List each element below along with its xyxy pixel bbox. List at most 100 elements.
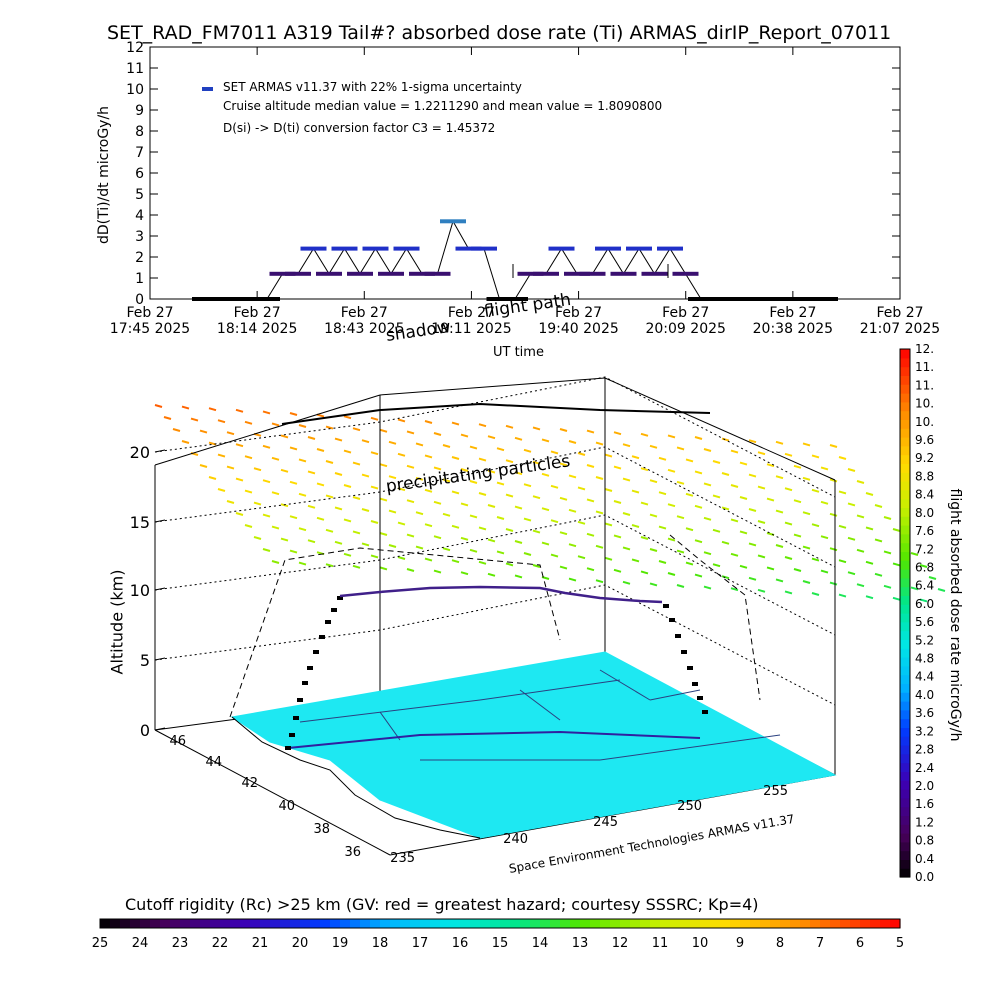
particle-dash [622, 512, 631, 516]
rigidity-bar-segment [540, 919, 551, 928]
particle-dash [568, 543, 577, 548]
rigidity-bar-segment [100, 919, 111, 928]
rigidity-tick-label: 13 [572, 936, 589, 951]
latitude-tick-label: 36 [344, 845, 361, 860]
x-tick-label-day: Feb 27 [234, 305, 281, 321]
colorbar-segment [900, 419, 910, 429]
particle-dash [622, 477, 631, 482]
particle-dash [838, 490, 847, 495]
rigidity-tick-label: 5 [896, 936, 904, 951]
colorbar-segment [900, 657, 910, 667]
particle-dash [649, 479, 658, 484]
colorbar-tick-label: 6.8 [915, 560, 934, 574]
rigidity-bar-segment [250, 919, 261, 928]
rigidity-tick-label: 8 [776, 936, 784, 951]
rigidity-bar-segment [700, 919, 711, 928]
legend-line-conversion: D(si) -> D(ti) conversion factor C3 = 1.… [223, 121, 496, 135]
particle-dash [505, 424, 514, 429]
particle-dash [829, 547, 838, 552]
particle-dash [595, 544, 604, 549]
state-border [599, 669, 651, 701]
particle-dash [289, 446, 298, 451]
particle-dash [397, 556, 406, 560]
colorbar-tick-label: 8.4 [915, 488, 934, 502]
altitude-gridline [154, 376, 836, 498]
particle-dash [856, 548, 865, 553]
particle-dash [883, 584, 892, 589]
particle-dash [244, 455, 253, 460]
dose-rate-point [517, 271, 544, 276]
rigidity-bar-segment [130, 919, 141, 928]
dose-rate-point [765, 297, 792, 301]
y-tick-label: 1 [135, 271, 144, 287]
dose-rate-point [579, 271, 606, 276]
colorbar-segment [900, 789, 910, 799]
colorbar-segment [900, 481, 910, 491]
state-border [299, 699, 481, 723]
colorbar-segment [900, 560, 910, 570]
dose-rate-point [610, 271, 637, 276]
particle-dash [253, 467, 262, 472]
particle-dash [667, 468, 676, 473]
y-tick-label: 0 [135, 292, 144, 308]
rigidity-tick-label: 9 [736, 936, 744, 951]
particle-dash [847, 502, 856, 507]
particle-dash [316, 482, 325, 487]
particle-dash [784, 487, 793, 492]
x-tick-label-day: Feb 27 [876, 305, 923, 321]
particle-dash [892, 596, 901, 601]
particle-dash [748, 576, 757, 581]
particle-dash [721, 575, 730, 580]
colorbar-segment [900, 551, 910, 561]
rigidity-bar-segment [730, 919, 741, 928]
dose-rate-point [672, 271, 699, 276]
rigidity-bar-segment [340, 919, 351, 928]
particle-dash [451, 524, 460, 529]
particle-dash [235, 512, 244, 516]
colorbar-segment [900, 525, 910, 535]
legend-line-median: Cruise altitude median value = 1.2211290… [223, 99, 663, 113]
rigidity-bar-segment [220, 919, 231, 928]
particle-dash [262, 513, 271, 518]
particle-dash [397, 521, 406, 526]
particle-dash [433, 500, 442, 505]
particle-dash [208, 476, 217, 480]
particle-dash [460, 433, 469, 438]
particle-dash [631, 455, 640, 460]
particle-dash [262, 410, 271, 415]
flight-point [297, 698, 303, 702]
particle-dash [298, 561, 307, 566]
particle-dash [397, 418, 406, 423]
colorbar-segment [900, 349, 910, 359]
rigidity-bar-segment [460, 919, 471, 928]
particle-dash [811, 454, 820, 459]
particle-dash [613, 465, 622, 470]
particle-dash [577, 486, 586, 491]
rigidity-tick-label: 16 [452, 936, 469, 951]
particle-dash [766, 566, 775, 571]
particle-dash [631, 489, 640, 494]
particle-dash [694, 539, 703, 544]
rigidity-bar-segment [610, 919, 621, 928]
particle-dash [784, 521, 793, 526]
particle-dash [676, 515, 685, 520]
particle-dash [496, 481, 505, 486]
rigidity-bar-segment [560, 919, 571, 928]
particle-dash [847, 571, 856, 576]
particle-dash [604, 453, 613, 458]
particle-dash [577, 520, 586, 525]
particle-dash [712, 494, 721, 499]
x-tick-label-day: Feb 27 [555, 305, 602, 321]
particle-dash [478, 526, 487, 531]
colorbar-tick-label: 10. [915, 415, 934, 429]
particle-dash [433, 432, 442, 436]
particle-dash [856, 583, 865, 588]
rigidity-bar-segment [780, 919, 791, 928]
particle-dash [325, 460, 334, 464]
y-tick-label: 10 [126, 82, 144, 98]
frame-edge [154, 394, 381, 466]
colorbar-tick-label: 1.2 [915, 815, 934, 829]
colorbar-tick-label: 6.0 [915, 597, 934, 611]
particle-dash [352, 496, 361, 500]
colorbar-segment [900, 454, 910, 464]
